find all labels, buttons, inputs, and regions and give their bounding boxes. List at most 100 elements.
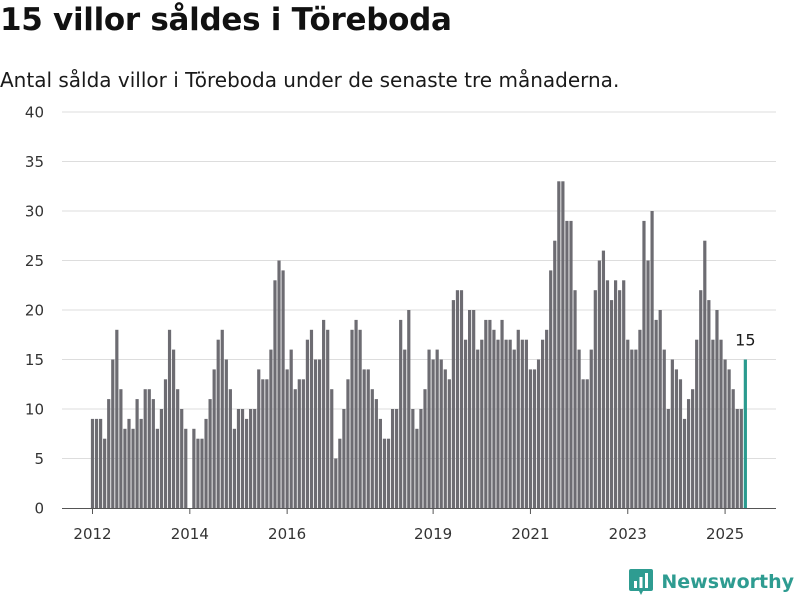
bar	[163, 379, 168, 508]
bar	[249, 409, 253, 508]
bar	[176, 389, 180, 508]
bar	[301, 379, 305, 508]
bar	[524, 339, 528, 508]
bar	[686, 399, 691, 508]
bar	[244, 418, 249, 508]
bar	[536, 359, 541, 508]
bar	[354, 319, 358, 508]
bar	[322, 319, 326, 508]
bar	[228, 389, 232, 508]
bar	[670, 359, 674, 508]
bar	[715, 310, 719, 508]
bar	[107, 399, 111, 508]
bar-chart-badge-icon	[629, 569, 654, 595]
bar	[216, 339, 220, 508]
x-axis: 2012 2014 2016 2019 2021 2023 2025	[62, 508, 776, 543]
bar	[557, 181, 561, 509]
bar	[390, 409, 395, 508]
bar	[232, 428, 237, 508]
brand-logo: Newsworthy	[629, 569, 794, 595]
bar	[541, 339, 545, 508]
bar	[382, 438, 387, 508]
bar	[111, 359, 115, 508]
bar	[597, 260, 601, 508]
bar	[257, 369, 261, 508]
annotations: 15	[735, 331, 755, 350]
bar	[358, 329, 362, 508]
bar	[678, 379, 683, 508]
y-tick-label: 20	[25, 302, 44, 320]
page-subtitle: Antal sålda villor i Töreboda under de s…	[0, 68, 620, 92]
bar	[407, 310, 411, 508]
bar	[613, 280, 618, 508]
bar	[317, 359, 322, 508]
bar	[103, 438, 107, 508]
bar	[630, 349, 634, 508]
bar	[127, 418, 131, 508]
bar	[565, 220, 569, 508]
bar	[184, 428, 188, 508]
bar	[435, 349, 439, 508]
bar	[585, 379, 589, 508]
y-tick-label: 35	[25, 153, 44, 171]
bar	[427, 349, 431, 508]
bar	[642, 220, 646, 508]
bar	[200, 438, 204, 508]
bar	[638, 329, 642, 508]
bar	[443, 369, 447, 508]
bar	[447, 379, 451, 508]
bar	[662, 349, 666, 508]
bar	[350, 329, 354, 508]
brand-name: Newsworthy	[661, 571, 794, 593]
bar	[682, 418, 687, 508]
bar	[326, 329, 330, 508]
bar	[666, 409, 670, 508]
bar	[719, 339, 723, 508]
bar	[695, 339, 699, 508]
bar	[90, 418, 95, 508]
bar	[297, 379, 301, 508]
bar	[589, 349, 593, 508]
bar	[411, 409, 415, 508]
bar	[374, 399, 378, 508]
bar	[309, 329, 314, 508]
bar	[504, 339, 508, 508]
bar	[143, 389, 147, 508]
bar	[135, 399, 139, 508]
bar	[528, 369, 533, 508]
bar	[139, 418, 143, 508]
bar	[362, 369, 366, 508]
y-tick-label: 40	[25, 104, 44, 122]
bar	[703, 240, 707, 508]
bar	[431, 359, 435, 508]
bar	[739, 409, 743, 508]
bar	[208, 399, 212, 508]
bar	[646, 260, 650, 508]
bar	[573, 290, 577, 508]
bar	[399, 319, 403, 508]
x-tick-label: 2021	[511, 525, 549, 543]
bar	[289, 349, 293, 508]
bar	[366, 369, 370, 508]
bar	[305, 339, 310, 508]
bar	[691, 389, 695, 508]
bar	[281, 270, 285, 508]
bar	[220, 329, 224, 508]
bar	[293, 389, 297, 508]
bar	[386, 438, 391, 508]
y-tick-label: 0	[34, 500, 44, 518]
bar	[123, 428, 127, 508]
bar	[342, 409, 346, 508]
bar	[622, 280, 626, 508]
bar	[500, 319, 504, 508]
bar	[650, 211, 654, 508]
bar	[496, 339, 500, 508]
bar	[674, 369, 679, 508]
y-tick-label: 30	[25, 203, 44, 221]
bar	[159, 409, 164, 508]
bar-highlight	[743, 359, 747, 508]
bar	[549, 270, 553, 508]
bar	[99, 418, 103, 508]
bar-series	[90, 181, 747, 509]
